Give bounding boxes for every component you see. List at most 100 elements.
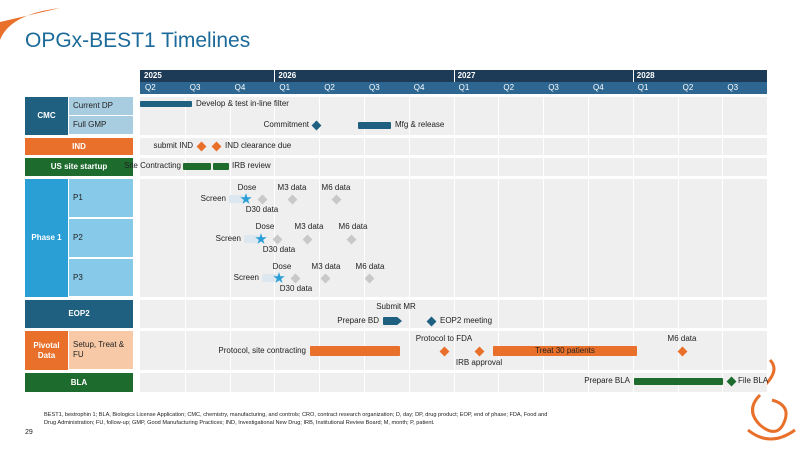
year-label: 2026 [278,71,297,80]
quarter-divider [184,138,186,155]
sub-row-label: P3 [69,259,133,296]
quarter-divider [588,373,589,392]
year-divider [274,70,276,82]
annotation: M3 data [277,183,307,192]
annotation: IRB approval [455,358,503,367]
quarter-divider [229,300,231,328]
annotation: D30 data [245,205,279,214]
task-bar [183,163,211,170]
quarter-divider [408,179,410,297]
quarter-label: Q3 [369,83,380,92]
sub-row-label: Setup, Treat & FU [69,331,133,369]
row-label: US site startup [25,158,133,176]
task-bar [140,101,192,107]
sub-row-label: Full GMP [69,116,133,134]
quarter-divider [588,179,589,297]
annotation: Prepare BLA [584,376,630,385]
quarter-divider [229,179,231,297]
year-divider [632,70,634,82]
annotation: Protocol to FDA [415,334,473,343]
quarter-divider [229,97,231,135]
annotation: M6 data [667,334,697,343]
quarter-divider [408,373,410,392]
annotation: M3 data [311,262,341,271]
annotation: Site Contracting [124,161,181,170]
quarter-divider [498,158,500,176]
quarter-divider [677,300,679,328]
quarter-label: Q2 [682,83,694,92]
quarter-label: Q1 [279,83,291,92]
quarter-label: Q4 [234,83,246,92]
row-label: IND [25,138,133,155]
row-label: EOP2 [25,300,133,328]
year-divider [453,70,455,82]
quarter-divider [543,138,545,155]
quarter-divider [498,179,500,297]
quarter-divider [229,138,231,155]
sub-row-label: Current DP [69,97,133,115]
quarter-divider [319,158,321,176]
row-label: CMC [25,97,68,135]
quarter-divider [498,138,500,155]
quarter-divider [498,373,500,392]
quarter-divider [543,97,545,135]
quarter-divider [543,373,545,392]
quarter-divider [364,138,365,155]
quarter-label: Q4 [413,83,425,92]
logo [747,358,796,441]
quarter-divider [543,300,545,328]
quarter-header [140,82,768,94]
quarter-divider [274,97,276,135]
quarter-divider [632,179,634,297]
task-bar [262,274,279,282]
row-label: Pivotal Data [25,331,68,370]
task-bar [493,346,637,356]
quarter-label: Q3 [548,83,559,92]
annotation: Protocol, site contracting [218,346,306,355]
quarter-divider [184,373,186,392]
annotation: Screen [233,273,259,282]
annotation: M6 data [321,183,351,192]
quarter-divider [274,373,276,392]
annotation: Treat 30 patients [535,346,595,355]
quarter-divider [588,138,589,155]
year-label: 2028 [636,71,655,80]
quarter-divider [184,300,186,328]
quarter-divider [184,331,186,370]
quarter-divider [722,158,724,176]
task-bar [358,122,391,129]
quarter-divider [632,97,634,135]
annotation: IND clearance due [225,141,292,150]
quarter-divider [588,97,589,135]
quarter-divider [543,158,545,176]
annotation: D30 data [262,245,296,254]
quarter-divider [364,97,365,135]
dose-star [240,193,252,204]
task-bar [229,195,246,203]
annotation: Screen [215,234,241,243]
quarter-divider [677,158,679,176]
quarter-divider [453,138,455,155]
quarter-label: Q2 [324,83,335,92]
annotation: Prepare BD [337,316,379,325]
annotation: Screen [200,194,226,203]
sub-row-label: P1 [69,179,133,217]
quarter-label: Q2 [503,83,515,92]
quarter-divider [722,300,724,328]
annotation: Commitment [263,120,309,129]
annotation: M6 data [338,222,368,231]
annotation: M6 data [355,262,385,271]
quarter-divider [453,158,455,176]
annotation: Dose [237,183,257,192]
page-number: 29 [25,429,33,436]
quarter-divider [677,97,679,135]
year-label: 2027 [457,71,476,80]
annotation: Dose [255,222,275,231]
annotation: submit IND [153,141,193,150]
quarter-divider [274,138,276,155]
quarter-label: Q4 [593,83,604,92]
quarter-divider [229,158,231,176]
annotation: M3 data [294,222,324,231]
